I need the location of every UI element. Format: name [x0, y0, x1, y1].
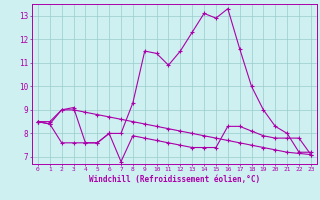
- X-axis label: Windchill (Refroidissement éolien,°C): Windchill (Refroidissement éolien,°C): [89, 175, 260, 184]
